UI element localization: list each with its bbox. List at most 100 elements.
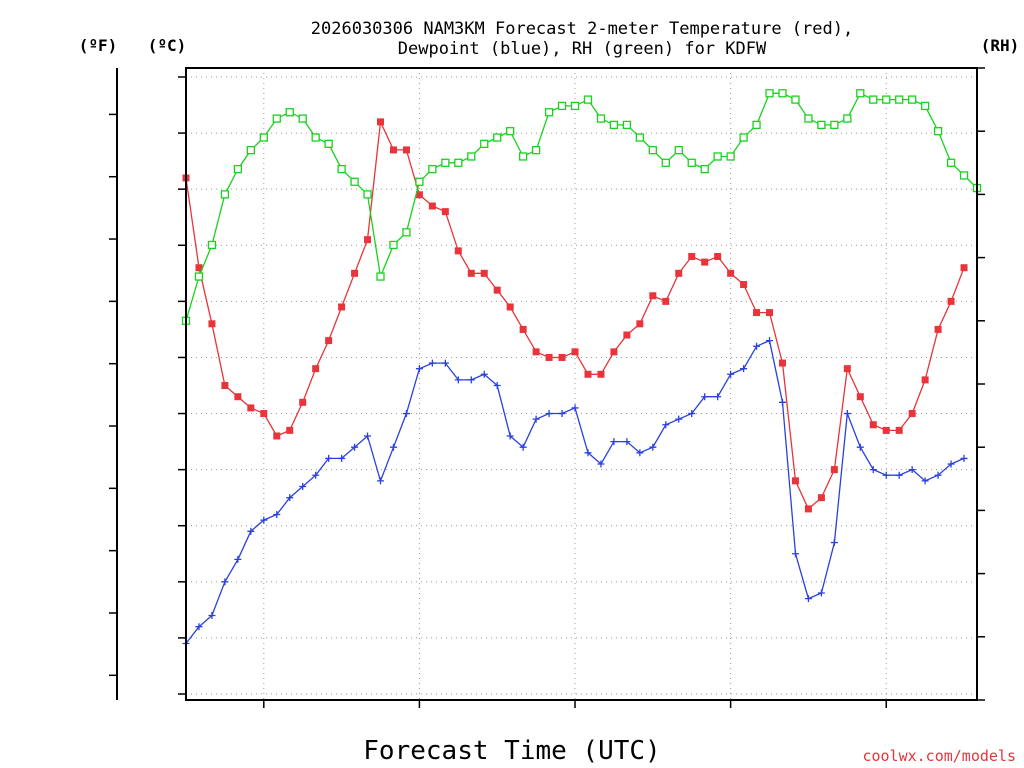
dewpoint-point xyxy=(389,443,397,451)
2-meter-temperature-point xyxy=(325,337,333,345)
rh-point xyxy=(441,158,450,167)
2-meter-temperature-point xyxy=(260,410,268,418)
2-meter-temperature-point xyxy=(778,359,786,367)
dewpoint-point xyxy=(454,376,462,384)
dewpoint-point xyxy=(221,578,229,586)
2-meter-temperature-point xyxy=(454,247,462,255)
2-meter-temperature-point xyxy=(532,348,540,356)
dewpoint-point xyxy=(351,443,359,451)
rh-point xyxy=(778,89,787,98)
dewpoint-point xyxy=(597,460,605,468)
2-meter-temperature-point xyxy=(869,421,877,429)
2-meter-temperature-point xyxy=(286,426,294,434)
2-meter-temperature-point xyxy=(234,393,242,401)
rh-point xyxy=(752,120,761,130)
dewpoint-point xyxy=(260,516,268,524)
2-meter-temperature-point xyxy=(791,477,799,485)
2-meter-temperature-point xyxy=(402,146,410,154)
rh-point xyxy=(920,101,930,111)
rh-point xyxy=(596,114,606,123)
dewpoint-point xyxy=(506,432,514,440)
dewpoint-point xyxy=(688,410,696,418)
2-meter-temperature-point xyxy=(441,208,449,216)
2-meter-temperature-point xyxy=(428,202,436,210)
2-meter-temperature-point xyxy=(895,426,903,434)
rh-point xyxy=(454,158,463,167)
rh-point xyxy=(506,127,515,136)
dewpoint-point xyxy=(908,466,916,474)
dewpoint-point xyxy=(273,511,281,519)
2-meter-temperature-point xyxy=(545,353,553,361)
dewpoint-point xyxy=(480,370,488,378)
series-layer xyxy=(181,89,982,648)
2-meter-temperature-point xyxy=(947,297,955,305)
dewpoint-point xyxy=(856,443,864,451)
2-meter-temperature-point xyxy=(415,191,423,199)
2-meter-temperature-point xyxy=(195,264,203,272)
rh-point xyxy=(493,133,502,142)
dewpoint-point xyxy=(960,454,968,462)
2-meter-temperature-point xyxy=(882,426,890,434)
rh-point xyxy=(959,171,969,180)
2-meter-temperature-point xyxy=(843,365,851,373)
dewpoint-point xyxy=(649,443,657,451)
rh-point xyxy=(869,95,878,104)
2-meter-temperature-point xyxy=(701,258,709,266)
2-meter-temperature-point xyxy=(558,353,566,361)
rh-point xyxy=(843,114,852,123)
2-meter-temperature-point xyxy=(519,325,527,333)
rh-point xyxy=(194,272,204,281)
rh-point xyxy=(739,133,748,142)
2-meter-temperature-point xyxy=(766,309,774,317)
dewpoint-point xyxy=(325,454,333,462)
dewpoint-point xyxy=(208,611,216,619)
2-meter-temperature-point xyxy=(675,269,683,277)
rh-line xyxy=(185,92,978,321)
rh-point xyxy=(259,133,268,142)
dewpoint-point xyxy=(869,466,877,474)
rh-point xyxy=(804,114,813,123)
dewpoint-point xyxy=(882,471,890,479)
2-meter-temperature-point xyxy=(389,146,397,154)
2-meter-temperature-point xyxy=(908,410,916,418)
rh-point xyxy=(882,95,891,104)
rh-point xyxy=(337,164,346,174)
2-meter-temperature-point xyxy=(753,309,761,317)
dewpoint-point xyxy=(817,589,825,597)
dewpoint-point xyxy=(312,471,320,479)
rh-point xyxy=(246,146,255,155)
rh-point xyxy=(687,158,696,167)
2-meter-temperature-point xyxy=(273,432,281,440)
rh-point xyxy=(389,240,398,250)
rh-point xyxy=(856,89,865,98)
dewpoint-point xyxy=(610,438,618,446)
rh-point xyxy=(298,114,307,123)
fahrenheit-unit-label: (ºF) xyxy=(79,36,118,55)
2-meter-temperature-point xyxy=(597,370,605,378)
rh-point xyxy=(713,152,722,161)
rh-point xyxy=(570,101,580,111)
2-meter-temperature-point xyxy=(208,320,216,328)
2-meter-temperature-point xyxy=(467,269,475,277)
2-meter-temperature-point xyxy=(584,370,592,378)
rh-point xyxy=(467,152,476,161)
dewpoint-point xyxy=(195,623,203,631)
dewpoint-point xyxy=(428,359,436,367)
rh-point xyxy=(220,190,230,199)
dewpoint-point xyxy=(895,471,903,479)
celsius-unit-label: (ºC) xyxy=(148,36,187,55)
rh-point xyxy=(648,146,657,155)
grid-lines xyxy=(186,68,977,700)
rh-point xyxy=(765,89,774,98)
rh-point xyxy=(428,164,437,174)
dewpoint-point xyxy=(727,370,735,378)
rh-point xyxy=(324,139,333,148)
rh-point xyxy=(402,228,411,237)
2-meter-temperature-point xyxy=(338,303,346,311)
2-meter-temperature-point xyxy=(377,118,385,126)
2-meter-temperature-point xyxy=(480,269,488,277)
dewpoint-point xyxy=(714,393,722,401)
rh-point xyxy=(363,190,372,199)
dewpoint-point xyxy=(804,595,812,603)
